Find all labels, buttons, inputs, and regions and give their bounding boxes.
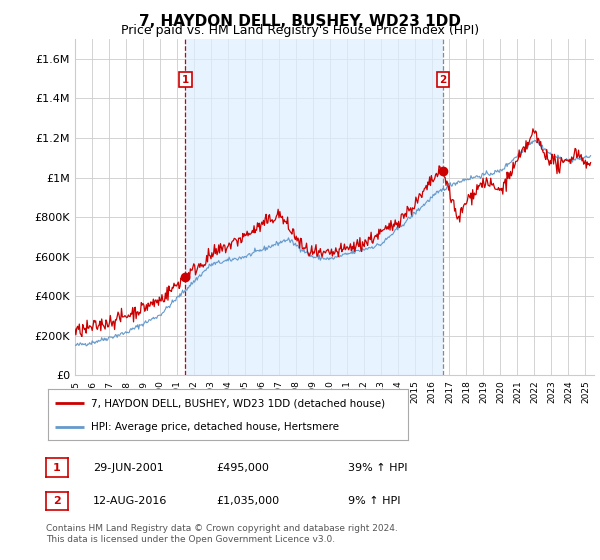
Text: 7, HAYDON DELL, BUSHEY, WD23 1DD (detached house): 7, HAYDON DELL, BUSHEY, WD23 1DD (detach…	[91, 398, 385, 408]
Text: 2: 2	[439, 74, 446, 85]
Text: £495,000: £495,000	[216, 463, 269, 473]
Text: Price paid vs. HM Land Registry's House Price Index (HPI): Price paid vs. HM Land Registry's House …	[121, 24, 479, 37]
Text: HPI: Average price, detached house, Hertsmere: HPI: Average price, detached house, Hert…	[91, 422, 339, 432]
Text: 29-JUN-2001: 29-JUN-2001	[93, 463, 164, 473]
Text: 12-AUG-2016: 12-AUG-2016	[93, 496, 167, 506]
Text: 9% ↑ HPI: 9% ↑ HPI	[348, 496, 401, 506]
Bar	[185, 39, 443, 375]
Text: 39% ↑ HPI: 39% ↑ HPI	[348, 463, 407, 473]
Text: 1: 1	[182, 74, 189, 85]
Text: 1: 1	[53, 463, 61, 473]
Text: 7, HAYDON DELL, BUSHEY, WD23 1DD: 7, HAYDON DELL, BUSHEY, WD23 1DD	[139, 14, 461, 29]
Text: £1,035,000: £1,035,000	[216, 496, 279, 506]
Text: Contains HM Land Registry data © Crown copyright and database right 2024.
This d: Contains HM Land Registry data © Crown c…	[46, 524, 397, 544]
Text: 2: 2	[53, 496, 61, 506]
